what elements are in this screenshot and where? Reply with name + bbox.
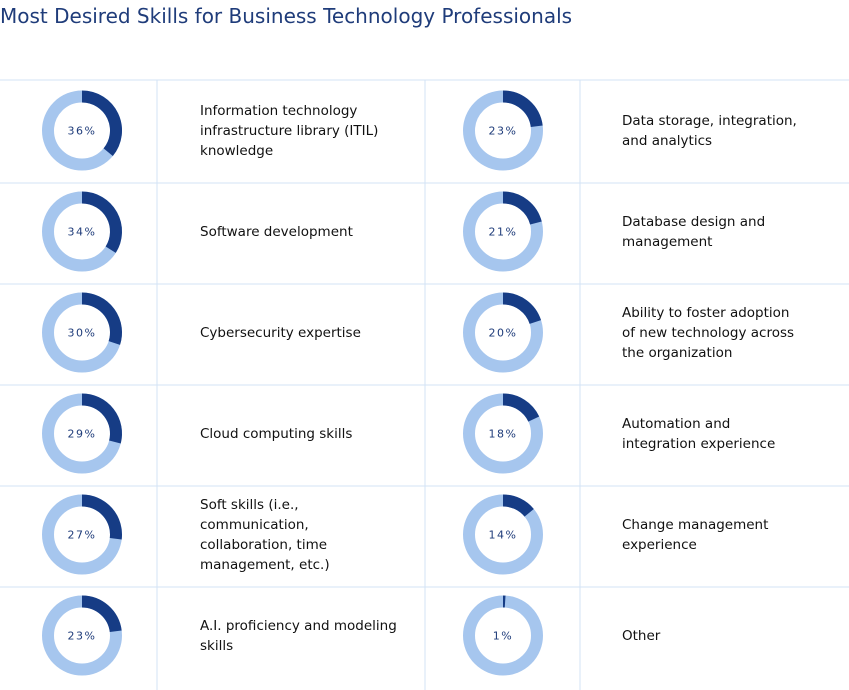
donut-arc — [502, 292, 542, 325]
value-label: 20% — [489, 327, 518, 340]
donut-arc — [502, 191, 542, 225]
value-label: 1% — [493, 630, 513, 643]
donut-arc — [81, 595, 122, 633]
donut-arc — [502, 393, 540, 422]
donut-arc — [502, 494, 534, 517]
value-label: 23% — [68, 630, 97, 643]
chart-title: Most Desired Skills for Business Technol… — [0, 4, 573, 28]
skill-label: Ability to foster adoption of new techno… — [622, 304, 795, 361]
donut-arc — [81, 292, 122, 345]
value-label: 34% — [68, 226, 97, 239]
value-label: 18% — [489, 428, 518, 441]
value-label: 21% — [489, 226, 518, 239]
value-label: 23% — [489, 125, 518, 138]
skill-label: Database design and management — [622, 213, 766, 250]
value-label: 14% — [489, 529, 518, 542]
skill-label: Information technology infrastructure li… — [200, 102, 379, 159]
skill-label: Cybersecurity expertise — [200, 324, 361, 341]
skill-label: Software development — [200, 223, 353, 240]
skill-label: Cloud computing skills — [200, 425, 353, 442]
value-label: 36% — [68, 125, 97, 138]
donut-arc — [81, 494, 122, 540]
skill-label: Data storage, integration, and analytics — [622, 112, 797, 149]
donut-arc — [502, 90, 543, 128]
donut-arc — [81, 393, 122, 444]
value-label: 29% — [68, 428, 97, 441]
donut-arc — [81, 191, 122, 253]
donut-arc — [81, 90, 122, 156]
value-label: 27% — [68, 529, 97, 542]
value-label: 30% — [68, 327, 97, 340]
skill-label: Automation and integration experience — [622, 415, 776, 452]
skill-label: A.I. proficiency and modeling skills — [200, 617, 397, 654]
skill-label: Change management experience — [622, 516, 769, 553]
skill-label: Other — [622, 627, 661, 644]
skill-label: Soft skills (i.e., communication, collab… — [200, 496, 330, 573]
